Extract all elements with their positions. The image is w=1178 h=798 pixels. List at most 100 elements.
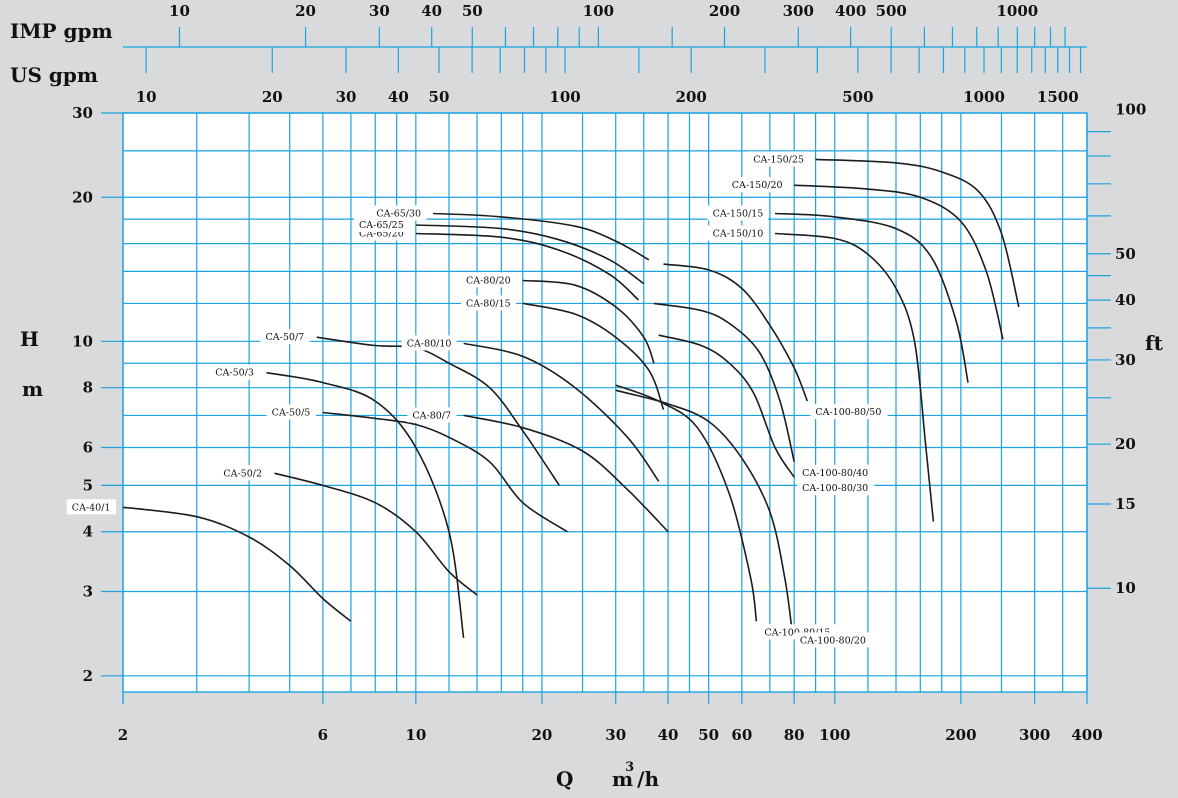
x-axis-unit-suffix: /h — [637, 767, 659, 791]
curve-label-bg-ca-80-10 — [401, 335, 457, 351]
y-tick-label-8: 8 — [83, 379, 93, 397]
curve-label-bg-ca-50-3 — [210, 364, 260, 380]
curve-label-bg-ca-150-10 — [707, 225, 769, 241]
curve-ca-150-10 — [774, 232, 935, 522]
imp-gpm-tick-label-30: 30 — [369, 2, 390, 20]
imp-gpm-tick-label-300: 300 — [783, 2, 814, 20]
imp-gpm-tick-label-1000: 1000 — [996, 2, 1038, 20]
curve-ca-80-10 — [463, 342, 660, 482]
us-gpm-tick-label-40: 40 — [388, 88, 409, 106]
y-tick-label-4: 4 — [83, 523, 93, 541]
curve-label-ca-150-15: CA-150/15 — [713, 208, 764, 219]
y-tick-label-3: 3 — [83, 583, 93, 601]
curve-label-ca-80-20: CA-80/20 — [466, 275, 511, 286]
us-gpm-tick-label-500: 500 — [842, 88, 873, 106]
x-tick-label-20: 20 — [532, 726, 553, 744]
curve-label-bg-ca-50-7 — [260, 329, 310, 345]
imp-gpm-tick-label-400: 400 — [835, 2, 866, 20]
curve-ca-150-20 — [794, 184, 1004, 340]
curve-label-ca-150-20: CA-150/20 — [732, 180, 783, 191]
curve-label-ca-80-15: CA-80/15 — [466, 298, 511, 309]
curve-label-ca-150-10: CA-150/10 — [713, 229, 764, 240]
y-axis-title-h: H — [20, 327, 39, 351]
curve-ca-65-25 — [415, 224, 645, 285]
curve-ca-150-25 — [815, 158, 1020, 308]
ft-tick-label-15: 15 — [1115, 495, 1136, 513]
curve-label-ca-80-10: CA-80/10 — [407, 338, 452, 349]
curve-label-bg-ca-80-20 — [460, 272, 516, 288]
curve-label-bg-ca-150-20 — [726, 177, 788, 193]
imp-gpm-tick-label-40: 40 — [421, 2, 442, 20]
curve-ca-100-80-40 — [653, 302, 795, 462]
curve-label-bg-ca-65-25 — [354, 217, 409, 233]
curve-label-bg-ca-65-30 — [371, 205, 427, 221]
curve-ca-100-80-20 — [615, 389, 793, 630]
curve-ca-65-20 — [415, 232, 640, 301]
curve-label-ca-100-80-50: CA-100-80/50 — [815, 407, 881, 418]
curve-label-ca-80-7: CA-80/7 — [412, 410, 451, 421]
x-tick-label-400: 400 — [1071, 726, 1102, 744]
plot-frame — [122, 112, 1088, 693]
x-axis-unit-superscript: 3 — [625, 760, 634, 775]
us-gpm-tick-label-50: 50 — [429, 88, 450, 106]
ft-tick-label-20: 20 — [1115, 435, 1136, 453]
imp-gpm-axis-title: IMP gpm — [10, 19, 113, 43]
us-gpm-tick-label-10: 10 — [136, 88, 157, 106]
us-gpm-tick-label-100: 100 — [549, 88, 580, 106]
flow-gpm-axes: 10 20 30 40 50 100 200 300 400 500 1000 10 20 30 40 50 1… — [123, 2, 1087, 106]
ft-tick-label-100: 100 — [1115, 101, 1146, 119]
curve-ca-50-7 — [316, 336, 560, 486]
x-axis-title-q: Q — [556, 767, 573, 791]
pump-curves — [122, 158, 1020, 639]
curve-label-bg-ca-150-15 — [707, 205, 769, 221]
curve-label-ca-100-80-20: CA-100-80/20 — [800, 635, 866, 646]
curve-ca-100-80-50 — [663, 263, 809, 402]
us-gpm-axis-title: US gpm — [10, 63, 98, 87]
curve-label-bg-ca-150-25 — [748, 151, 809, 167]
curve-label-bg-ca-50-5 — [266, 404, 316, 420]
us-gpm-tick-label-1000: 1000 — [963, 88, 1005, 106]
curve-ca-40-1 — [122, 506, 352, 622]
curve-label-bg-ca-100-80-40 — [797, 464, 875, 480]
curve-label-bg-ca-100-80-30 — [797, 480, 875, 496]
ft-tick-label-30: 30 — [1115, 351, 1136, 369]
y-tick-label-30: 30 — [72, 104, 93, 122]
x-tick-label-2: 2 — [118, 726, 128, 744]
plot-area — [123, 113, 1087, 692]
curve-ca-80-20 — [522, 279, 655, 364]
curve-label-ca-100-80-40: CA-100-80/40 — [802, 468, 868, 479]
curve-label-ca-40-1: CA-40/1 — [72, 502, 111, 513]
curve-ca-80-7 — [463, 414, 669, 533]
curve-label-ca-50-7: CA-50/7 — [266, 332, 305, 343]
curve-label-bg-ca-50-2 — [218, 465, 268, 481]
curve-ca-65-30 — [433, 212, 650, 261]
x-tick-label-60: 60 — [731, 726, 752, 744]
curve-label-bg-ca-100-80-20 — [794, 632, 873, 648]
curve-label-ca-50-5: CA-50/5 — [272, 407, 311, 418]
x-tick-label-6: 6 — [318, 726, 328, 744]
y-tick-label-5: 5 — [83, 476, 93, 494]
curve-ca-100-80-30 — [658, 334, 795, 478]
curve-ca-150-15 — [774, 212, 969, 383]
x-tick-label-30: 30 — [605, 726, 626, 744]
imp-gpm-tick-label-10: 10 — [169, 2, 190, 20]
us-gpm-tick-label-1500: 1500 — [1037, 88, 1079, 106]
y-axis-right-title-ft: ft — [1145, 331, 1164, 355]
curve-label-bg-ca-80-7 — [407, 407, 457, 423]
curve-ca-50-3 — [266, 371, 465, 639]
curve-label-ca-65-25: CA-65/25 — [359, 220, 404, 231]
ft-tick-label-50: 50 — [1115, 245, 1136, 263]
curve-label-bg-ca-100-80-50 — [810, 404, 888, 420]
curve-label-ca-50-3: CA-50/3 — [215, 368, 254, 379]
curve-label-ca-100-80-30: CA-100-80/30 — [802, 483, 868, 494]
ft-tick-label-10: 10 — [1115, 579, 1136, 597]
imp-gpm-tick-label-100: 100 — [583, 2, 614, 20]
imp-gpm-tick-label-200: 200 — [709, 2, 740, 20]
head-ft-axis: 10 15 20 30 40 50 100 — [1087, 101, 1146, 597]
imp-gpm-tick-label-20: 20 — [295, 2, 316, 20]
y-axis-unit-m: m — [22, 377, 43, 401]
curve-ca-80-15 — [522, 302, 665, 410]
us-gpm-tick-label-30: 30 — [336, 88, 357, 106]
x-tick-label-50: 50 — [698, 726, 719, 744]
